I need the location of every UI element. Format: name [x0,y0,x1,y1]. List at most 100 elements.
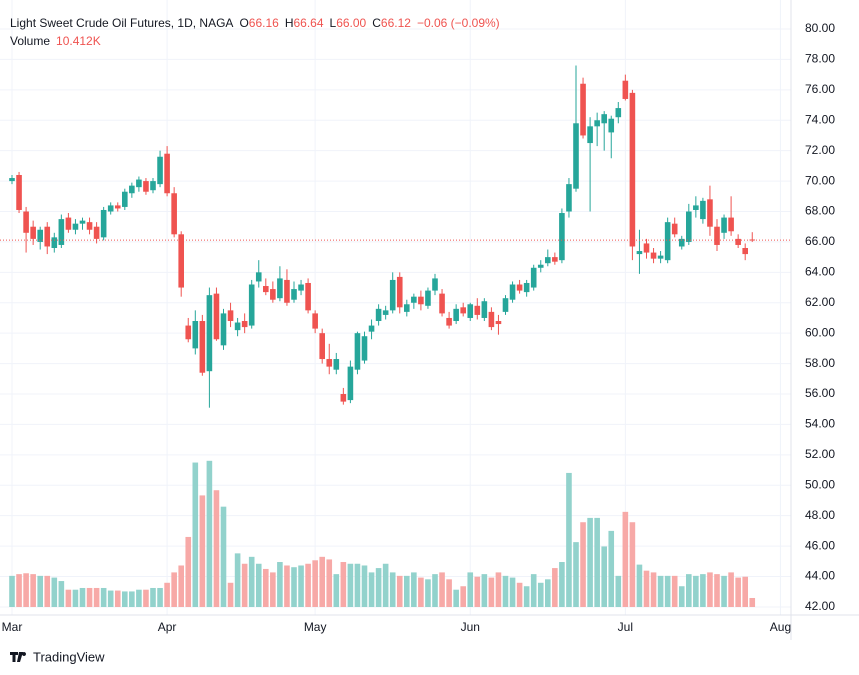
candle-body [192,321,199,349]
volume-bar [404,575,410,607]
candle-body [411,296,417,303]
x-tick-label: Apr [158,620,177,634]
candle-body [432,278,438,291]
candle-body [700,200,706,220]
y-tick-label: 62.00 [805,295,835,309]
candle-body [721,217,727,233]
volume-bar [495,572,502,607]
volume-bar [284,565,290,607]
volume-bar [333,574,340,607]
candle-body [79,220,86,224]
candle-body [559,213,565,261]
volume-bar [474,576,481,607]
candle-body [643,243,650,253]
legend-value: 66.64 [293,16,323,30]
y-tick-label: 68.00 [805,204,835,218]
legend-value: 66.12 [381,16,411,30]
candle-body [100,209,107,238]
x-tick-label: Jun [461,620,480,634]
volume-pane [9,460,756,607]
candle-body [460,307,466,314]
volume-bar [446,579,452,607]
candle-body [678,238,685,247]
volume-bar [143,589,149,607]
volume-bar [192,462,199,607]
candle-body [326,359,333,367]
price-pane [0,65,791,408]
candle-body [425,290,431,306]
candle-body [199,321,206,373]
candle-body [114,205,121,209]
candle-body [86,222,93,230]
volume-bar [312,560,318,607]
candle-body [305,282,311,311]
volume-bar [707,572,713,607]
candle-body [164,153,170,194]
volume-bar [481,574,488,607]
volume-bar [255,563,262,607]
candle-body [319,333,325,360]
volume-bar [721,575,727,607]
volume-bar [72,589,79,607]
candle-body [255,272,262,282]
y-tick-label: 66.00 [805,234,835,248]
candle-body [622,80,629,99]
y-tick-label: 60.00 [805,325,835,339]
candle-body [404,304,410,312]
candle-body [446,317,452,326]
volume-bar [516,582,523,607]
volume-bar [164,582,170,607]
candle-body [178,234,184,288]
candle-body [263,286,269,293]
volume-bar [100,587,107,607]
y-tick-label: 64.00 [805,265,835,279]
y-tick-label: 76.00 [805,82,835,96]
candle-body [615,108,622,118]
legend-key: L [330,16,337,30]
volume-bar [37,575,43,607]
candle-body [347,366,354,401]
candle-body [298,284,304,291]
candle-body [382,310,389,315]
volume-bar [263,568,269,607]
volume-bar [735,577,741,607]
candle-body [671,223,678,235]
volume-bar [622,511,629,607]
volume-bar [291,567,297,607]
candle-body [467,304,474,318]
volume-title: Volume [10,34,50,48]
volume-bar [488,577,495,607]
legend-change: −0.06 (−0.09%) [417,16,500,30]
candle-body [474,305,481,315]
candle-body [185,325,192,340]
y-tick-label: 48.00 [805,508,835,522]
volume-bar [552,568,558,607]
volume-bar [199,495,206,607]
candle-body [495,321,502,325]
volume-bar [150,587,156,607]
volume-bar [523,586,530,607]
volume-bar [270,572,276,607]
symbol-title: Light Sweet Crude Oil Futures, 1D, NAGA [10,16,233,30]
volume-bar [157,587,163,607]
volume-bar [418,577,424,607]
candle-body [213,293,220,340]
volume-bar [566,472,572,607]
volume-bar [122,591,128,607]
candle-body [516,284,523,291]
volume-bar [714,574,720,607]
volume-bar [742,576,748,607]
volume-bar [657,575,664,607]
candle-body [580,83,586,136]
volume-bar [298,565,304,607]
volume-bar [86,587,93,607]
brand-logo [10,652,27,662]
volume-bar [368,572,375,607]
volume-bar [107,590,114,607]
legend: Light Sweet Crude Oil Futures, 1D, NAGA O… [10,16,500,48]
candle-body [312,313,318,329]
volume-bar [728,572,734,607]
brand: TradingView [10,649,105,664]
volume-bar [206,460,213,607]
